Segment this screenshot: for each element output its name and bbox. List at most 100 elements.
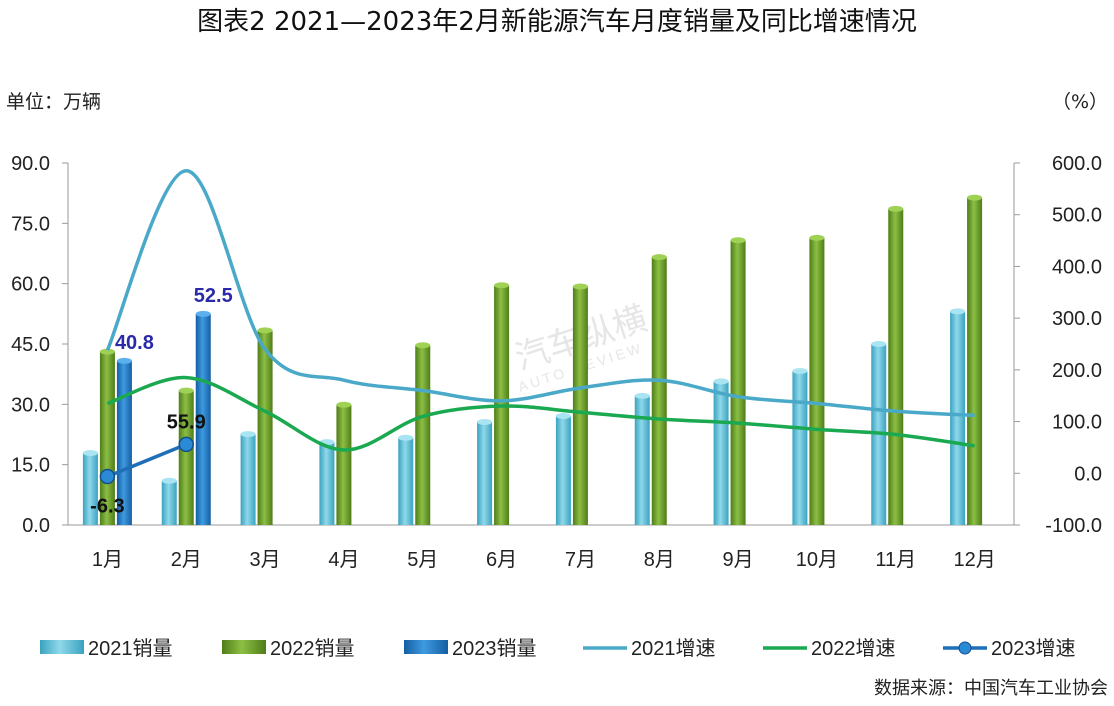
legend-label: 2021增速 [631, 637, 716, 660]
legend-label: 2023销量 [452, 637, 537, 660]
bar-cap [871, 341, 887, 347]
bar-cap [415, 342, 431, 349]
right-tick-label: 100.0 [1052, 412, 1102, 434]
right-tick-label: 200.0 [1052, 360, 1102, 382]
bar-2022销量 [415, 345, 431, 525]
line-2021增速 [105, 169, 975, 418]
bar-cap [555, 412, 571, 419]
bar-cap [116, 357, 132, 364]
legend-label: 2022销量 [270, 637, 355, 660]
point-2023增速 [178, 436, 194, 453]
lines-group [99, 169, 975, 485]
legend-swatch [404, 640, 448, 654]
legend: 2021销量 2022销量 2023销量 2021增速 2022增速 2023增速 [40, 637, 1076, 660]
legend-swatch [222, 640, 266, 654]
right-tick-label: 0.0 [1074, 463, 1102, 485]
bar-2022销量 [888, 208, 904, 525]
bar-cap [178, 387, 194, 394]
bar-cap [634, 392, 650, 399]
bar-2022销量 [651, 257, 667, 525]
line-value-label: 55.9 [167, 411, 206, 433]
bar-2021销量 [161, 480, 177, 525]
x-tick-label: 1月 [92, 549, 123, 571]
bar-2021销量 [240, 434, 256, 525]
bar-cap [888, 205, 904, 212]
bar-cap [398, 434, 414, 441]
bar-cap [336, 401, 352, 408]
line-2022增速 [106, 375, 975, 452]
left-tick-label: 75.0 [11, 213, 50, 235]
bar-cap [477, 419, 493, 426]
bar-cap [494, 282, 510, 289]
bar-2021销量 [82, 453, 98, 525]
legend-swatch [40, 640, 84, 654]
x-tick-label: 2月 [171, 549, 202, 571]
legend-label: 2022增速 [811, 637, 896, 660]
right-tick-label: 300.0 [1052, 308, 1102, 330]
bar-cap [161, 477, 177, 484]
bar-cap [257, 327, 273, 334]
bar-2021销量 [713, 381, 729, 525]
legend-marker [958, 641, 972, 655]
bar-2021销量 [555, 415, 571, 525]
right-tick-label: 600.0 [1052, 153, 1102, 175]
bar-cap [730, 237, 746, 244]
bar-cap [195, 310, 211, 317]
bar-2021销量 [398, 437, 414, 525]
line-2023增速 [106, 442, 187, 479]
x-tick-label: 12月 [953, 549, 995, 571]
x-tick-label: 8月 [644, 549, 675, 571]
bar-cap [792, 367, 808, 374]
x-tick-label: 6月 [486, 549, 517, 571]
x-tick-label: 11月 [875, 549, 916, 571]
bar-cap [651, 254, 667, 261]
x-tick-label: 4月 [328, 549, 359, 571]
bar-cap [950, 308, 966, 315]
x-tick-label: 9月 [723, 549, 754, 571]
left-tick-label: 15.0 [11, 455, 50, 477]
source-note: 数据来源：中国汽车工业协会 [874, 678, 1108, 699]
right-tick-label: 400.0 [1052, 256, 1102, 278]
bar-cap [99, 348, 115, 355]
bar-2022销量 [257, 330, 273, 525]
bar-cap [572, 283, 588, 290]
bar-2022销量 [572, 286, 588, 525]
left-axis-unit: 单位：万辆 [6, 91, 101, 113]
left-tick-label: 30.0 [11, 394, 50, 416]
bar-2022销量 [809, 237, 825, 525]
left-tick-label: 60.0 [11, 274, 50, 296]
point-2023增速 [99, 468, 116, 485]
annotations-group: 40.8 52.5 -6.3 55.9 [90, 285, 233, 518]
bar-cap [713, 378, 729, 385]
left-tick-label: 45.0 [11, 334, 50, 356]
x-tick-label: 3月 [250, 549, 281, 571]
right-axis-unit: （%） [1052, 91, 1108, 113]
axes-group: 0.0 15.0 30.0 45.0 60.0 75.0 90.0 -100.0 0.0 100.… [11, 153, 1102, 571]
bar-2021销量 [792, 370, 808, 525]
left-tick-label: 0.0 [22, 515, 50, 537]
bar-2022销量 [967, 197, 983, 525]
bar-2022销量 [336, 404, 352, 525]
bar-cap [240, 431, 256, 438]
bar-2022销量 [730, 240, 746, 525]
left-tick-label: 90.0 [11, 153, 50, 175]
bar-cap [967, 194, 983, 201]
chart-title: 图表2 2021—2023年2月新能源汽车月度销量及同比增速情况 [197, 7, 917, 37]
legend-label: 2021销量 [88, 637, 173, 660]
x-tick-label: 7月 [565, 549, 596, 571]
bar-2023销量 [195, 313, 211, 525]
x-tick-label: 5月 [407, 549, 438, 571]
bar-cap [82, 450, 98, 457]
bar-2022销量 [178, 390, 194, 525]
legend-label: 2023增速 [991, 637, 1076, 660]
bar-cap [809, 234, 825, 241]
right-tick-label: 500.0 [1052, 205, 1102, 227]
line-value-label: -6.3 [90, 496, 124, 518]
x-tick-label: 10月 [796, 549, 838, 571]
bar-value-label: 52.5 [194, 285, 233, 307]
right-tick-label: -100.0 [1045, 515, 1102, 537]
bar-2021销量 [477, 422, 493, 525]
bar-value-label: 40.8 [115, 332, 154, 354]
bar-2021销量 [634, 395, 650, 525]
